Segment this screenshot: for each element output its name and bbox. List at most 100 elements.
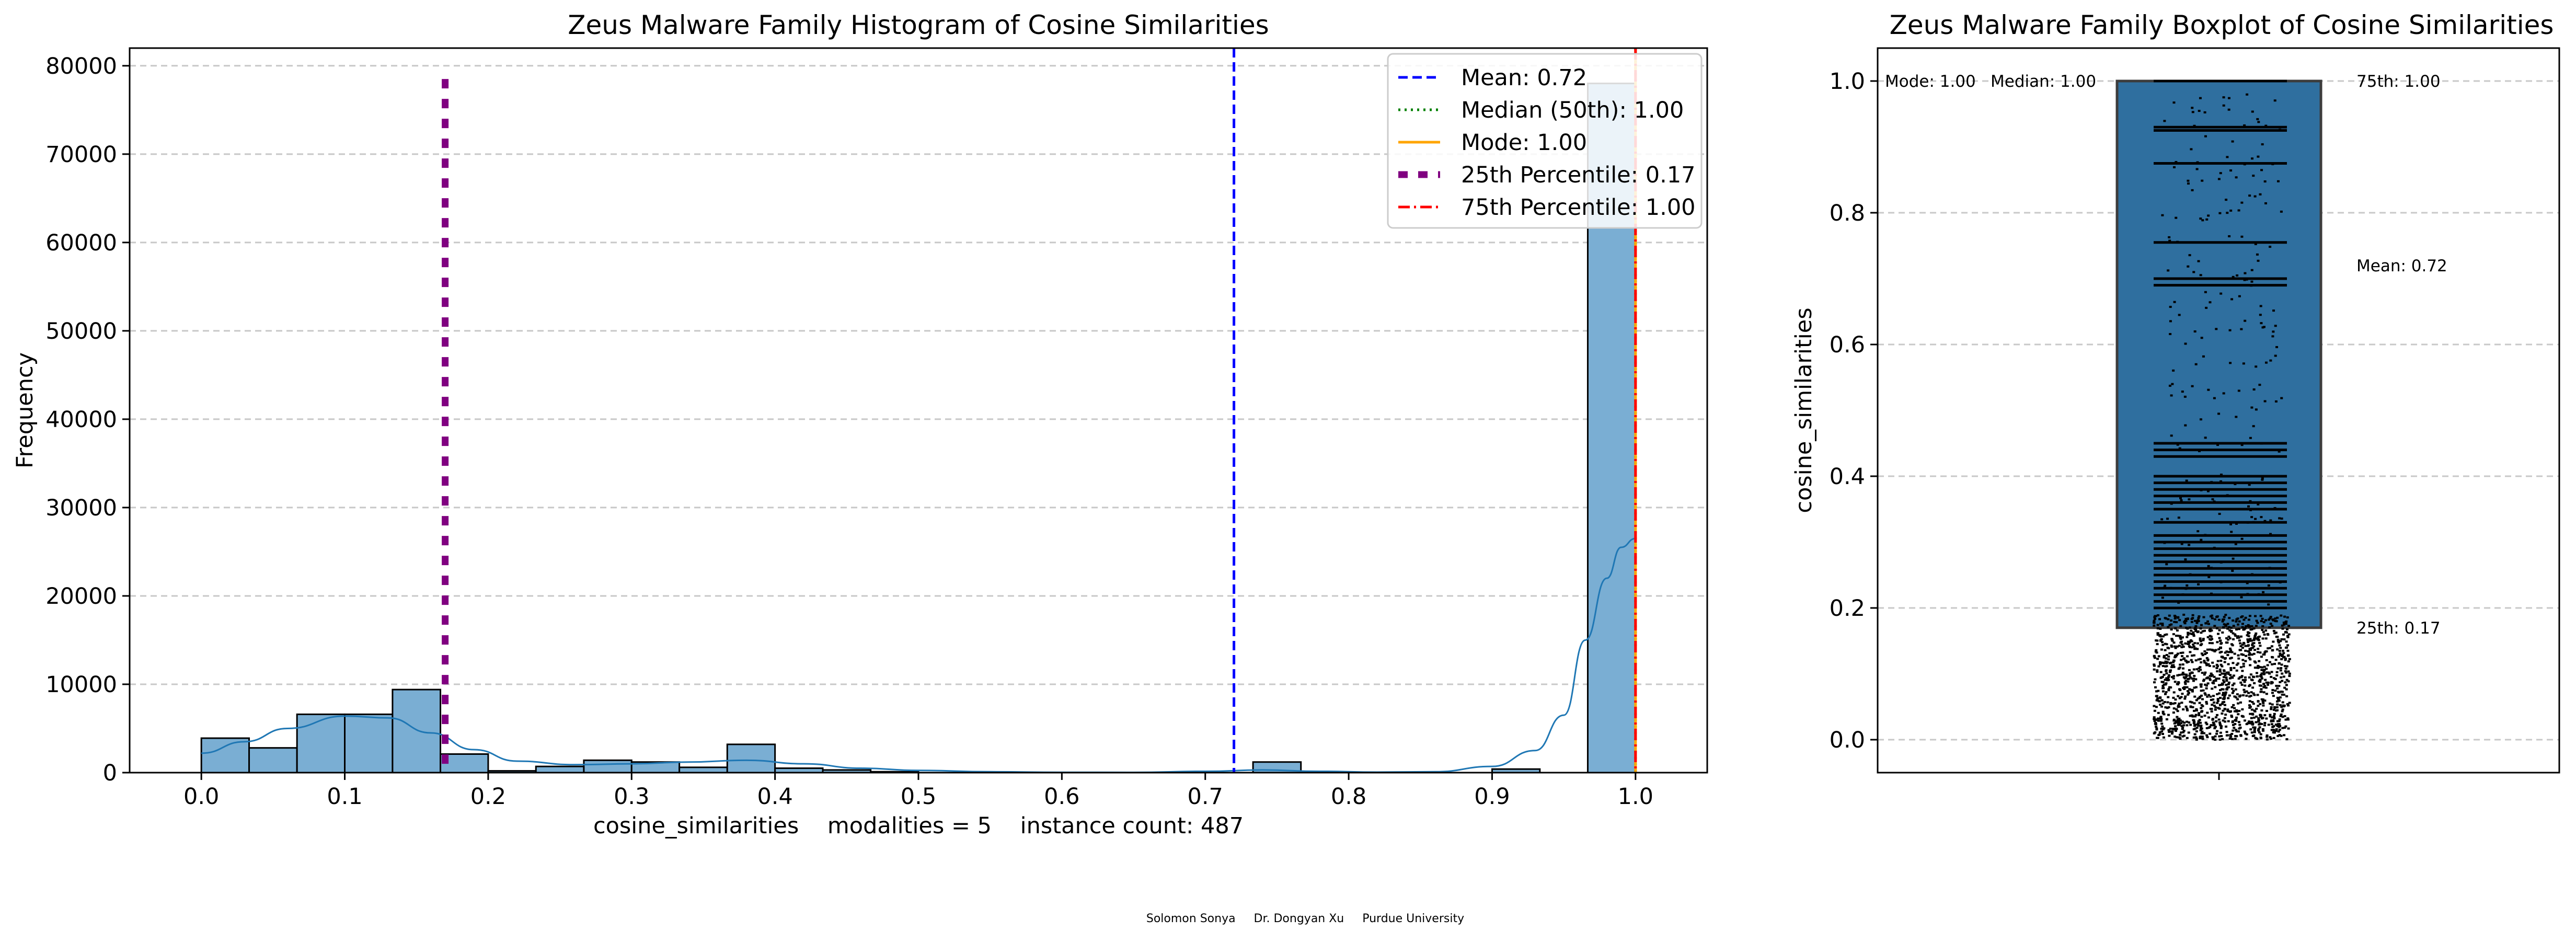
strip-point (2254, 737, 2257, 739)
boxplot-title: Zeus Malware Family Boxplot of Cosine Si… (1890, 10, 2554, 40)
strip-point (2248, 194, 2251, 197)
strip-point (2251, 713, 2254, 715)
strip-point (2240, 235, 2244, 238)
strip-point (2251, 700, 2254, 703)
strip-point (2240, 675, 2244, 677)
strip-point (2257, 705, 2260, 707)
strip-point (2274, 659, 2278, 661)
strip-point (2213, 675, 2216, 678)
strip-point (2224, 614, 2227, 616)
strip-point (2259, 691, 2262, 693)
strip-point (2269, 714, 2272, 716)
strip-point (2169, 587, 2172, 589)
strip-point (2156, 624, 2159, 626)
strip-point (2157, 717, 2160, 720)
strip-point (2179, 636, 2182, 639)
strip-point (2220, 561, 2223, 564)
strip-point (2270, 671, 2273, 673)
strip-point (2170, 646, 2174, 648)
strip-point (2189, 700, 2192, 703)
strip-point (2251, 642, 2255, 645)
strip-point (2270, 723, 2273, 726)
strip-point (2230, 298, 2234, 301)
strip-point (2262, 673, 2266, 675)
strip-point (2192, 709, 2195, 712)
strip-point (2189, 646, 2192, 648)
strip-point (2269, 533, 2272, 535)
strip-point (2154, 657, 2157, 659)
strip-point (2278, 450, 2281, 453)
strip-point (2251, 644, 2254, 646)
strip-point (2183, 734, 2186, 737)
strip-point (2159, 716, 2163, 718)
strip-point (2166, 707, 2169, 709)
strip-point (2198, 667, 2201, 670)
strip-point (2178, 619, 2181, 622)
strip-point (2197, 583, 2200, 585)
strip-point (2239, 694, 2242, 697)
strip-point (2182, 687, 2185, 690)
strip-point (2216, 730, 2219, 732)
strip-point (2165, 617, 2168, 620)
strip-point (2170, 502, 2173, 505)
y-tick-label: 80000 (45, 53, 117, 79)
strip-point (2228, 738, 2232, 740)
strip-point (2206, 620, 2210, 623)
strip-point (2155, 649, 2158, 651)
strip-point (2287, 704, 2290, 707)
strip-point (2206, 711, 2209, 714)
strip-point (2234, 729, 2237, 731)
strip-point (2276, 723, 2280, 726)
strip-point (2203, 692, 2206, 695)
strip-point (2237, 657, 2240, 660)
strip-point (2212, 723, 2215, 726)
strip-point (2158, 700, 2161, 703)
strip-point (2218, 212, 2222, 214)
strip-point (2210, 629, 2213, 632)
strip-point (2281, 710, 2284, 713)
strip-point (2229, 669, 2233, 671)
strip-point (2216, 670, 2219, 673)
strip-point (2233, 652, 2236, 655)
strip-point (2155, 727, 2158, 730)
strip-point (2176, 710, 2179, 713)
strip-point (2237, 623, 2240, 626)
strip-point (2243, 279, 2246, 281)
strip-point (2235, 718, 2238, 721)
strip-point (2235, 628, 2238, 631)
strip-point (2175, 728, 2178, 730)
strip-point (2194, 723, 2198, 726)
strip-point (2218, 673, 2222, 676)
strip-point (2161, 661, 2164, 664)
strip-point (2250, 720, 2253, 723)
strip-point (2187, 691, 2190, 694)
y-tick-label: 30000 (45, 495, 117, 521)
strip-point (2180, 722, 2183, 725)
strip-point (2153, 664, 2156, 667)
strip-point (2200, 661, 2203, 664)
strip-point (2284, 670, 2287, 673)
strip-point (2174, 627, 2177, 630)
strip-point (2256, 694, 2259, 696)
strip-point (2163, 673, 2166, 676)
strip-point (2262, 683, 2266, 685)
strip-point (2246, 521, 2249, 524)
strip-point (2276, 720, 2279, 722)
strip-point (2153, 655, 2156, 658)
strip-point (2177, 695, 2180, 697)
strip-point (2252, 645, 2256, 648)
strip-point (2280, 658, 2283, 660)
strip-point (2167, 706, 2170, 708)
strip-point (2260, 169, 2263, 171)
strip-point (2276, 648, 2279, 651)
strip-point (2260, 322, 2263, 325)
strip-point (2280, 713, 2283, 716)
strip-point (2187, 731, 2190, 734)
strip-point (2198, 712, 2201, 715)
strip-point (2199, 726, 2202, 728)
strip-point (2233, 695, 2236, 698)
histogram-bar (583, 759, 632, 774)
strip-point (2248, 484, 2251, 486)
strip-point (2245, 738, 2248, 740)
strip-point (2161, 623, 2164, 625)
